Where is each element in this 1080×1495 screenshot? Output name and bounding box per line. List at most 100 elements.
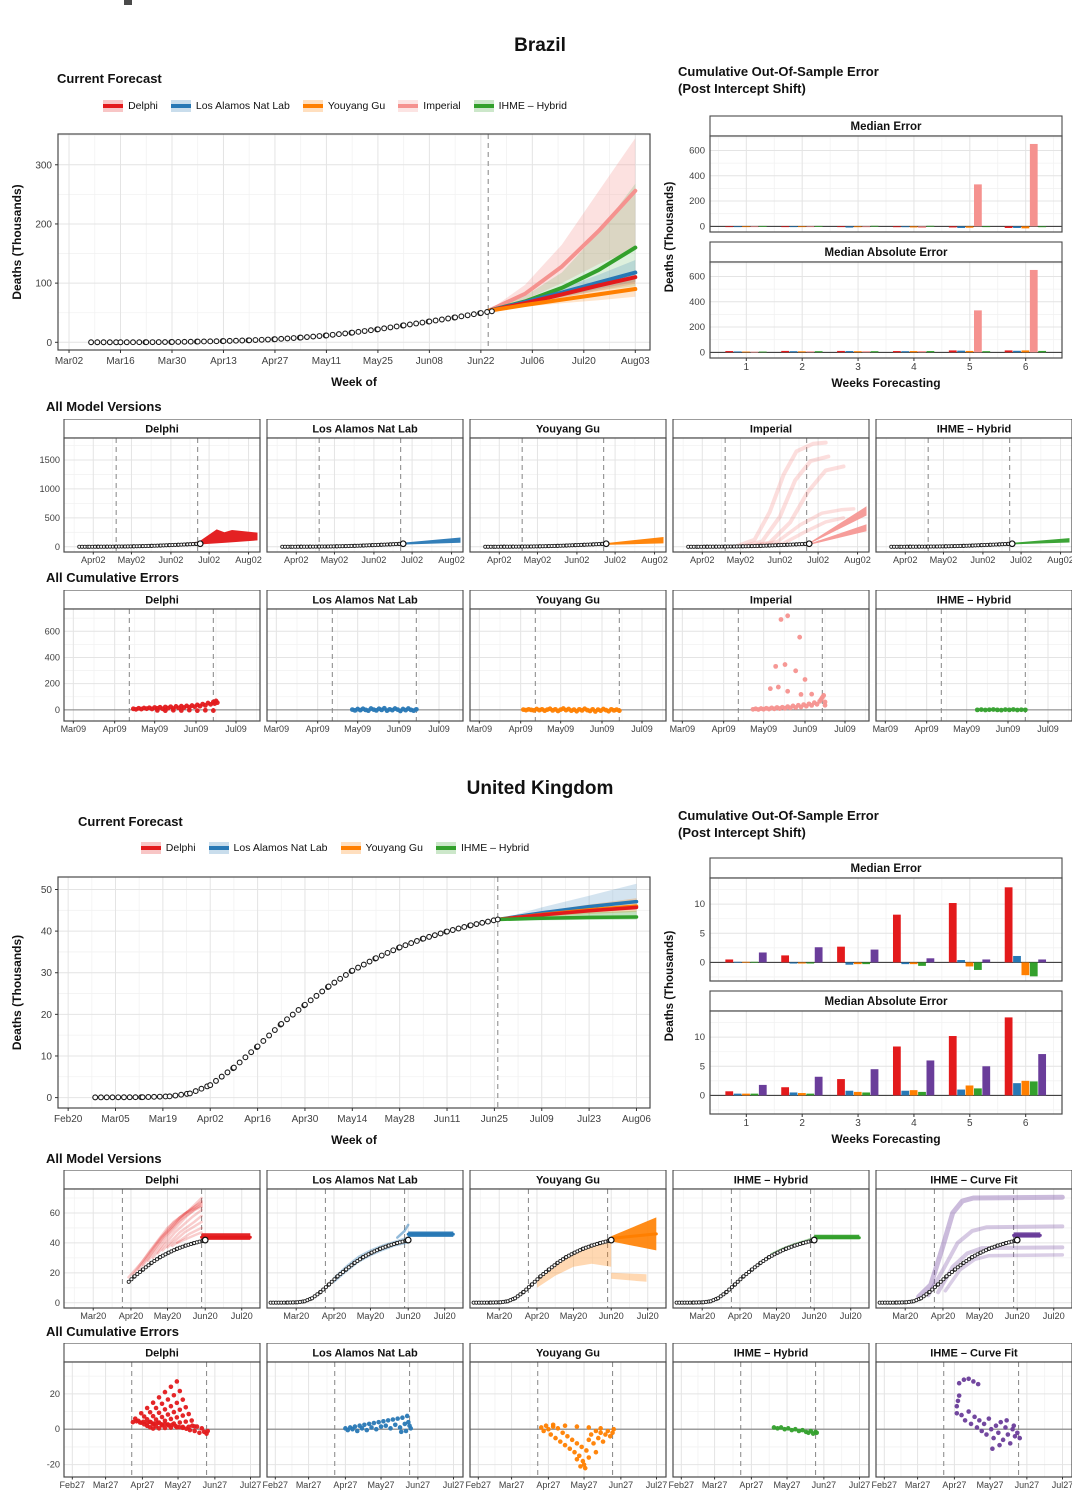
uk_cum_errors-svg: Delphi Feb27 Mar27 Apr27 May27 Jun27 Jul27 Los … (47, 1342, 1073, 1490)
svg-text:0: 0 (700, 347, 705, 358)
brazil-cumulative-errors-chart: Delphi Mar09 Apr09 May09 Jun09 Jul09 Los Alamo… (34, 589, 1073, 736)
svg-text:Weeks Forecasting: Weeks Forecasting (831, 376, 940, 390)
uk-forecast-legend: Delphi Los Alamos Nat Lab Youyang Gu IHME –… (10, 842, 660, 854)
svg-text:0: 0 (55, 1424, 60, 1434)
legend-swatch (103, 100, 124, 112)
svg-text:Mar27: Mar27 (296, 1480, 322, 1490)
svg-text:Jul02: Jul02 (604, 555, 626, 565)
svg-text:Jul09: Jul09 (834, 724, 856, 734)
svg-text:Jul27: Jul27 (443, 1480, 465, 1490)
svg-text:Jun09: Jun09 (996, 724, 1021, 734)
svg-text:Feb27: Feb27 (60, 1480, 86, 1490)
svg-text:Jun20: Jun20 (1005, 1311, 1030, 1321)
legend-swatch (435, 842, 456, 854)
svg-text:May09: May09 (141, 724, 168, 734)
svg-text:May09: May09 (344, 724, 371, 734)
uk-current-forecast-chart: 0 10 20 30 40 50 Feb20 Mar05 Mar19 Apr02 Apr16 Apr3… (8, 869, 660, 1150)
svg-text:Jul20: Jul20 (1043, 1311, 1065, 1321)
svg-text:Imperial: Imperial (750, 595, 792, 607)
svg-text:Mar09: Mar09 (670, 724, 696, 734)
svg-text:Jun25: Jun25 (481, 1114, 509, 1125)
brazil_errors-svg: Median Error 0 200 400 600 Median Absolute Er… (664, 115, 1063, 390)
legend-swatch (208, 842, 229, 854)
svg-text:5: 5 (967, 362, 973, 373)
uk_errors-svg: Median Error 0 5 10 Median Absolute Error 0 5 1… (664, 857, 1063, 1146)
svg-text:Los Alamos Nat Lab: Los Alamos Nat Lab (312, 1348, 418, 1360)
svg-text:Mar27: Mar27 (905, 1480, 931, 1490)
svg-text:Mar05: Mar05 (101, 1114, 130, 1125)
svg-text:40: 40 (50, 1238, 60, 1248)
svg-text:Apr13: Apr13 (210, 356, 237, 367)
svg-text:Mar09: Mar09 (264, 724, 290, 734)
uk_versions-svg: Delphi Mar20 Apr20 May20 Jun20 Jul20 Los Alamo… (50, 1169, 1073, 1321)
svg-text:Apr27: Apr27 (739, 1480, 763, 1490)
svg-text:Mar20: Mar20 (80, 1311, 106, 1321)
svg-text:Jul20: Jul20 (434, 1311, 456, 1321)
svg-text:Delphi: Delphi (145, 1348, 179, 1360)
svg-text:May20: May20 (357, 1311, 385, 1321)
uk-error-block-title: Cumulative Out-Of-Sample Error (Post Int… (678, 808, 879, 842)
svg-text:Apr02: Apr02 (893, 555, 918, 565)
svg-text:Jun11: Jun11 (434, 1114, 461, 1125)
svg-text:Apr09: Apr09 (509, 724, 533, 734)
svg-text:Jul09: Jul09 (631, 724, 653, 734)
svg-text:Jun20: Jun20 (599, 1311, 624, 1321)
svg-text:Jun27: Jun27 (1015, 1480, 1040, 1490)
svg-text:Jul20: Jul20 (840, 1311, 862, 1321)
svg-text:Jun20: Jun20 (396, 1311, 421, 1321)
svg-text:Jun02: Jun02 (767, 555, 792, 565)
svg-text:Jul20: Jul20 (231, 1311, 253, 1321)
svg-text:May27: May27 (774, 1480, 801, 1490)
legend-label: Los Alamos Nat Lab (233, 842, 328, 854)
svg-text:60: 60 (50, 1208, 60, 1218)
svg-text:IHME – Hybrid: IHME – Hybrid (734, 1348, 809, 1360)
svg-text:May25: May25 (363, 356, 393, 367)
svg-text:Jul09: Jul09 (428, 724, 450, 734)
svg-text:10: 10 (694, 899, 705, 910)
svg-text:Jul23: Jul23 (577, 1114, 601, 1125)
svg-text:Delphi: Delphi (145, 1175, 179, 1187)
legend-swatch (302, 100, 323, 112)
svg-text:Jun02: Jun02 (970, 555, 995, 565)
legend-label: Youyang Gu (327, 100, 386, 112)
svg-text:Mar19: Mar19 (149, 1114, 178, 1125)
svg-text:200: 200 (35, 219, 52, 230)
brazil-current-forecast-label: Current Forecast (57, 71, 162, 86)
svg-text:Apr20: Apr20 (119, 1311, 144, 1321)
svg-text:Aug02: Aug02 (641, 555, 668, 565)
svg-text:Jun20: Jun20 (802, 1311, 827, 1321)
svg-text:6: 6 (1023, 362, 1029, 373)
legend-item-ihme-hybrid: IHME – Hybrid (435, 842, 529, 854)
legend-label: Imperial (423, 100, 461, 112)
svg-text:Feb27: Feb27 (466, 1480, 492, 1490)
svg-text:May20: May20 (763, 1311, 791, 1321)
brazil-error-title-line2: (Post Intercept Shift) (678, 80, 806, 96)
svg-text:5: 5 (700, 1061, 705, 1072)
svg-text:Aug02: Aug02 (235, 555, 262, 565)
brazil-error-title-line1: Cumulative Out-Of-Sample Error (678, 64, 879, 79)
svg-text:Mar02: Mar02 (55, 356, 84, 367)
svg-text:0: 0 (700, 957, 705, 968)
svg-text:Apr27: Apr27 (536, 1480, 560, 1490)
svg-text:Mar20: Mar20 (892, 1311, 918, 1321)
svg-text:1: 1 (744, 362, 750, 373)
uk-cumulative-errors-chart: Delphi Feb27 Mar27 Apr27 May27 Jun27 Jul27 Los … (34, 1342, 1073, 1492)
svg-text:Apr02: Apr02 (690, 555, 715, 565)
svg-text:200: 200 (689, 196, 705, 207)
legend-swatch (140, 842, 161, 854)
svg-text:May02: May02 (930, 555, 958, 565)
svg-text:Apr20: Apr20 (728, 1311, 753, 1321)
svg-text:400: 400 (689, 297, 705, 308)
svg-text:3: 3 (855, 1118, 861, 1129)
svg-text:Jun02: Jun02 (361, 555, 386, 565)
svg-text:600: 600 (45, 626, 60, 636)
svg-text:400: 400 (689, 171, 705, 182)
svg-text:Los Alamos Nat Lab: Los Alamos Nat Lab (312, 424, 418, 436)
svg-text:Jun20: Jun20 (193, 1311, 218, 1321)
svg-text:May09: May09 (750, 724, 777, 734)
svg-text:0: 0 (55, 1298, 60, 1308)
svg-text:Apr27: Apr27 (942, 1480, 966, 1490)
svg-text:Mar20: Mar20 (283, 1311, 309, 1321)
svg-text:Median Error: Median Error (851, 121, 922, 133)
